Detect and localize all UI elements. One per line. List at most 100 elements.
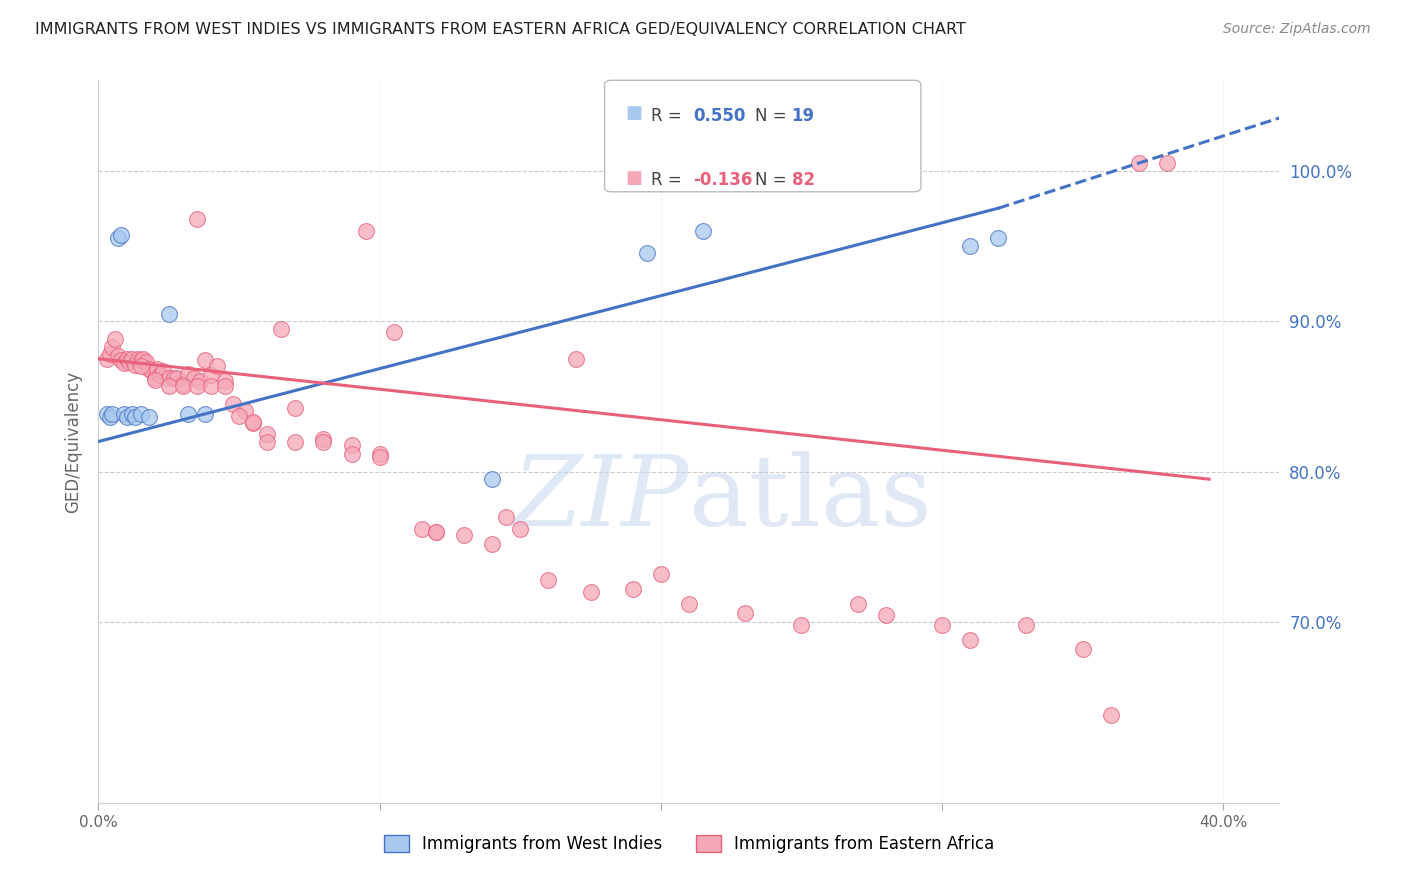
Y-axis label: GED/Equivalency: GED/Equivalency	[65, 370, 83, 513]
Point	[115, 351, 138, 366]
Point	[312, 432, 335, 446]
Point	[790, 618, 813, 632]
Point	[284, 401, 307, 416]
Point	[157, 371, 180, 385]
Point	[1015, 618, 1038, 632]
Point	[177, 367, 200, 381]
Point	[143, 373, 166, 387]
Point	[368, 450, 391, 464]
Point	[481, 472, 503, 486]
Point	[121, 408, 143, 422]
Point	[312, 434, 335, 449]
Point	[121, 351, 143, 366]
Point	[931, 618, 953, 632]
Point	[101, 408, 124, 422]
Point	[166, 371, 188, 385]
Point	[214, 379, 236, 393]
Point	[354, 224, 377, 238]
Text: ■: ■	[626, 169, 643, 186]
Point	[205, 359, 228, 374]
Text: IMMIGRANTS FROM WEST INDIES VS IMMIGRANTS FROM EASTERN AFRICA GED/EQUIVALENCY CO: IMMIGRANTS FROM WEST INDIES VS IMMIGRANT…	[35, 22, 966, 37]
Point	[138, 362, 160, 376]
Point	[124, 410, 146, 425]
Point	[636, 246, 658, 260]
Point	[411, 522, 433, 536]
Text: -0.136: -0.136	[693, 171, 752, 189]
Point	[110, 228, 132, 243]
Point	[107, 349, 129, 363]
Point	[200, 379, 222, 393]
Point	[157, 307, 180, 321]
Point	[118, 355, 141, 369]
Point	[481, 537, 503, 551]
Point	[1099, 708, 1122, 723]
Point	[152, 364, 174, 378]
Text: N =: N =	[755, 171, 792, 189]
Point	[621, 582, 644, 596]
Point	[98, 410, 121, 425]
Point	[132, 351, 155, 366]
Point	[194, 408, 217, 422]
Point	[222, 397, 245, 411]
Point	[734, 606, 756, 620]
Point	[98, 347, 121, 361]
Point	[172, 379, 194, 393]
Point	[115, 410, 138, 425]
Point	[565, 351, 588, 366]
Point	[135, 355, 157, 369]
Point	[368, 446, 391, 460]
Text: N =: N =	[755, 107, 792, 125]
Point	[453, 528, 475, 542]
Point	[678, 597, 700, 611]
Point	[959, 239, 981, 253]
Point	[143, 371, 166, 385]
Point	[96, 408, 118, 422]
Point	[107, 231, 129, 245]
Point	[112, 408, 135, 422]
Text: 0.550: 0.550	[693, 107, 745, 125]
Point	[846, 597, 869, 611]
Legend: Immigrants from West Indies, Immigrants from Eastern Africa: Immigrants from West Indies, Immigrants …	[377, 828, 1001, 860]
Point	[104, 332, 127, 346]
Text: R =: R =	[651, 171, 688, 189]
Point	[146, 362, 169, 376]
Point	[129, 408, 152, 422]
Point	[186, 211, 208, 226]
Point	[141, 364, 163, 378]
Point	[242, 415, 264, 429]
Point	[340, 446, 363, 460]
Point	[692, 224, 714, 238]
Point	[149, 368, 172, 383]
Point	[96, 351, 118, 366]
Point	[194, 353, 217, 368]
Text: atlas: atlas	[689, 451, 932, 547]
Point	[256, 427, 278, 442]
Point	[129, 353, 152, 368]
Point	[101, 340, 124, 354]
Text: R =: R =	[651, 107, 688, 125]
Point	[214, 375, 236, 389]
Text: 19: 19	[792, 107, 814, 125]
Point	[959, 633, 981, 648]
Point	[425, 524, 447, 539]
Point	[129, 359, 152, 374]
Point	[875, 607, 897, 622]
Point	[183, 371, 205, 385]
Point	[228, 409, 250, 423]
Point	[163, 371, 186, 385]
Point	[124, 358, 146, 372]
Point	[650, 566, 672, 581]
Point	[242, 417, 264, 431]
Point	[233, 404, 256, 418]
Point	[579, 585, 602, 599]
Point	[110, 353, 132, 368]
Point	[256, 434, 278, 449]
Point	[112, 356, 135, 370]
Text: Source: ZipAtlas.com: Source: ZipAtlas.com	[1223, 22, 1371, 37]
Point	[509, 522, 531, 536]
Point	[425, 524, 447, 539]
Text: ZIP: ZIP	[513, 451, 689, 547]
Point	[340, 437, 363, 451]
Point	[1156, 156, 1178, 170]
Point	[495, 509, 517, 524]
